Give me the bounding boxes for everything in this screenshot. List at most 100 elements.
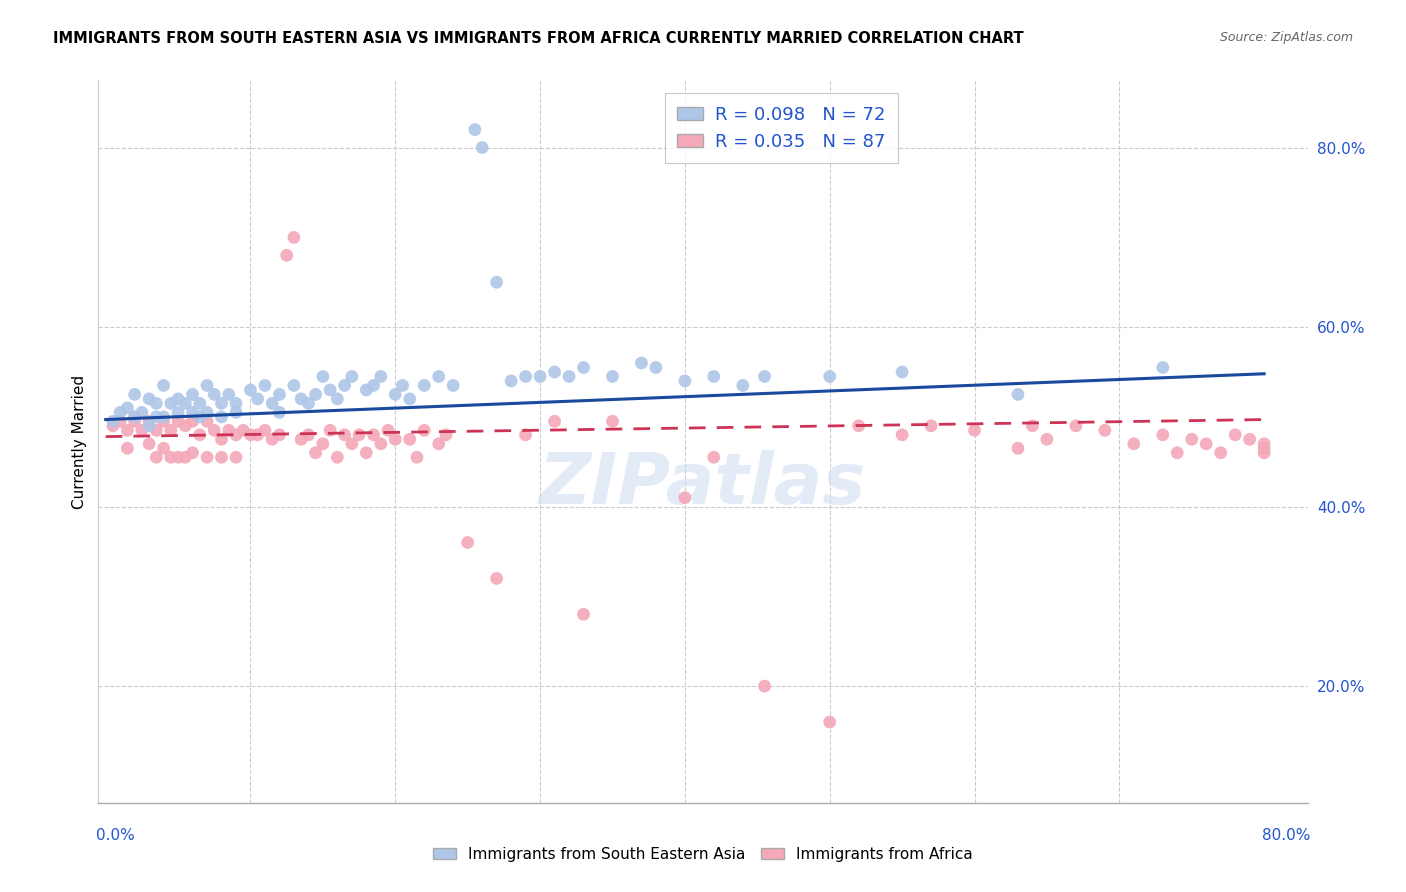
Point [290, 432, 312, 446]
Point [754, 679, 776, 693]
Point [464, 122, 486, 136]
Point [218, 423, 240, 437]
Point [312, 437, 335, 451]
Point [167, 450, 190, 465]
Text: 80.0%: 80.0% [1263, 829, 1310, 843]
Point [543, 414, 565, 428]
Point [572, 360, 595, 375]
Point [963, 423, 986, 437]
Point [1036, 432, 1059, 446]
Point [1007, 442, 1029, 456]
Point [818, 714, 841, 729]
Point [441, 378, 464, 392]
Point [1253, 442, 1275, 456]
Legend: R = 0.098   N = 72, R = 0.035   N = 87: R = 0.098 N = 72, R = 0.035 N = 87 [665, 93, 898, 163]
Point [138, 418, 160, 433]
Point [398, 392, 420, 406]
Point [319, 383, 342, 397]
Point [602, 414, 624, 428]
Point [167, 392, 190, 406]
Point [159, 396, 181, 410]
Point [101, 414, 124, 428]
Point [356, 383, 378, 397]
Point [370, 369, 392, 384]
Point [152, 378, 174, 392]
Point [124, 409, 146, 424]
Point [848, 418, 870, 433]
Point [333, 427, 356, 442]
Point [413, 378, 436, 392]
Point [225, 396, 247, 410]
Point [188, 427, 211, 442]
Point [326, 392, 349, 406]
Point [1166, 446, 1188, 460]
Point [181, 405, 204, 419]
Point [181, 414, 204, 428]
Point [1152, 360, 1174, 375]
Point [225, 405, 247, 419]
Point [131, 423, 153, 437]
Point [101, 418, 124, 433]
Point [225, 450, 247, 465]
Point [398, 432, 420, 446]
Point [181, 387, 204, 401]
Point [1007, 387, 1029, 401]
Point [1122, 437, 1144, 451]
Point [124, 387, 146, 401]
Point [108, 414, 131, 428]
Point [152, 414, 174, 428]
Text: Source: ZipAtlas.com: Source: ZipAtlas.com [1219, 31, 1353, 45]
Point [276, 248, 298, 262]
Point [485, 571, 508, 585]
Point [225, 427, 247, 442]
Point [406, 450, 429, 465]
Point [891, 427, 914, 442]
Point [356, 446, 378, 460]
Legend: Immigrants from South Eastern Asia, Immigrants from Africa: Immigrants from South Eastern Asia, Immi… [427, 841, 979, 868]
Point [246, 427, 269, 442]
Point [1239, 432, 1261, 446]
Text: IMMIGRANTS FROM SOUTH EASTERN ASIA VS IMMIGRANTS FROM AFRICA CURRENTLY MARRIED C: IMMIGRANTS FROM SOUTH EASTERN ASIA VS IM… [53, 31, 1024, 46]
Point [304, 446, 326, 460]
Point [602, 369, 624, 384]
Point [211, 396, 233, 410]
Point [312, 369, 335, 384]
Point [1253, 437, 1275, 451]
Point [195, 414, 218, 428]
Point [377, 423, 399, 437]
Point [515, 369, 537, 384]
Point [340, 369, 363, 384]
Point [391, 378, 413, 392]
Point [290, 392, 312, 406]
Point [471, 140, 494, 154]
Point [1152, 427, 1174, 442]
Point [319, 423, 342, 437]
Text: ZIPatlas: ZIPatlas [540, 450, 866, 519]
Point [253, 423, 276, 437]
Point [138, 392, 160, 406]
Point [920, 418, 942, 433]
Point [572, 607, 595, 622]
Point [434, 427, 457, 442]
Point [1225, 427, 1247, 442]
Point [673, 374, 696, 388]
Point [108, 405, 131, 419]
Point [1253, 446, 1275, 460]
Point [159, 450, 181, 465]
Point [124, 409, 146, 424]
Point [239, 383, 262, 397]
Point [152, 409, 174, 424]
Point [174, 450, 197, 465]
Point [703, 369, 725, 384]
Point [211, 409, 233, 424]
Point [239, 427, 262, 442]
Point [427, 437, 450, 451]
Point [818, 369, 841, 384]
Y-axis label: Currently Married: Currently Married [72, 375, 87, 508]
Point [543, 365, 565, 379]
Point [211, 450, 233, 465]
Point [211, 432, 233, 446]
Point [145, 450, 167, 465]
Point [1064, 418, 1087, 433]
Point [188, 396, 211, 410]
